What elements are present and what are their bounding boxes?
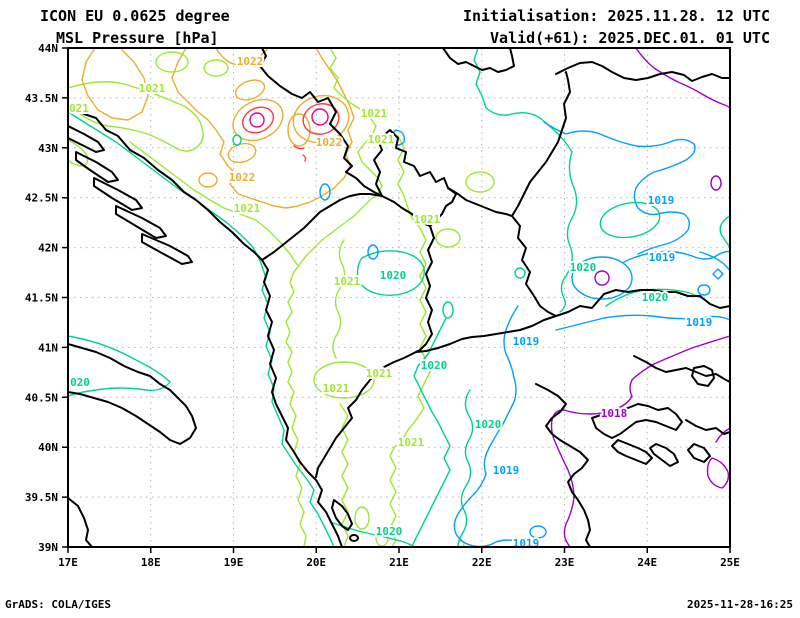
contour-label: 1019: [686, 316, 713, 329]
contour-label: 1021: [368, 133, 395, 146]
contour-label: 1019: [513, 537, 540, 550]
border-greece-bulgaria: [555, 289, 730, 317]
contour-label: 1020: [642, 291, 669, 304]
lat-tick-label: 42N: [38, 242, 58, 255]
contour-label: 1019: [493, 464, 520, 477]
border-montenegro-serbia: [345, 171, 383, 197]
contour-label: 1021: [398, 436, 425, 449]
contours-1022: [81, 48, 355, 209]
border-albania-macedonia: [415, 225, 435, 353]
coastline-chalkidiki-2: [611, 439, 653, 465]
island-small: [349, 534, 359, 542]
lat-tick-label: 40.5N: [25, 391, 58, 404]
border-montenegro-albania: [261, 193, 383, 261]
contour-label: 1020: [570, 261, 597, 274]
contour-label: 1019: [648, 194, 675, 207]
axis-ticks: [62, 47, 731, 553]
valid-time-label: Valid(+61): 2025.DEC.01. 01 UTC: [490, 29, 770, 47]
lon-tick-label: 21E: [389, 556, 409, 569]
lat-axis-labels: 44N 43.5N 43N 42.5N 42N 41.5N 41N 40.5N …: [25, 42, 58, 554]
lon-tick-label: 23E: [555, 556, 575, 569]
lon-tick-label: 24E: [637, 556, 657, 569]
lake-volvi: [691, 365, 715, 387]
contours-1021: [68, 48, 495, 547]
contour-label: 020: [70, 376, 90, 389]
border-macedonia-greece: [415, 315, 557, 353]
grads-credit: GrADS: COLA/IGES: [5, 598, 111, 611]
contour-label: 1020: [475, 418, 502, 431]
border-macedonia-bulgaria: [511, 215, 557, 317]
contours-1024: [249, 108, 329, 128]
lon-tick-label: 25E: [720, 556, 740, 569]
contour-label: 1021: [361, 107, 388, 120]
lon-tick-label: 19E: [224, 556, 244, 569]
contour-label: 1022: [316, 136, 343, 149]
lat-tick-label: 40N: [38, 441, 58, 454]
coastline-chalkidiki-3: [649, 443, 679, 467]
contour-label: 1021: [234, 202, 261, 215]
contour-label: 1021: [139, 82, 166, 95]
model-title: ICON EU 0.0625 degree: [40, 7, 230, 25]
grid-lines: [68, 48, 730, 547]
coastline-adriatic-albania: [68, 103, 343, 547]
coastline-thermaikos: [535, 383, 591, 547]
island-dalmatia-4: [115, 205, 167, 239]
contour-label: 1022: [229, 171, 256, 184]
contour-label: 1021: [366, 367, 393, 380]
border-iron-gates: [442, 48, 515, 73]
lat-tick-label: 41.5N: [25, 292, 58, 305]
contours-1023: [241, 103, 340, 162]
border-drina: [259, 48, 353, 173]
contour-label: 1021: [323, 382, 350, 395]
contour-label: 1018: [601, 407, 628, 420]
creation-timestamp: 2025-11-28-16:25: [687, 598, 793, 611]
contour-labels: 1022 1021 021 1021 1021 1022 1022 1021 1…: [68, 53, 714, 550]
border-kosovo: [373, 129, 457, 227]
lon-tick-label: 17E: [58, 556, 78, 569]
contour-label: 1019: [649, 251, 676, 264]
island-dalmatia-2: [75, 151, 119, 183]
island-dalmatia-3: [93, 177, 143, 211]
border-serbia-east: [447, 71, 571, 217]
lat-tick-label: 43N: [38, 142, 58, 155]
contour-label: 1020: [380, 269, 407, 282]
coastline-calabria: [68, 497, 93, 547]
lat-tick-label: 43.5N: [25, 92, 58, 105]
contours-1019: [319, 121, 730, 547]
contour-label: 1020: [376, 525, 403, 538]
lon-tick-label: 18E: [141, 556, 161, 569]
init-time-label: Initialisation: 2025.11.28. 12 UTC: [463, 7, 770, 25]
island-dalmatia-5: [141, 233, 193, 265]
coastline-italy-heel: [68, 343, 197, 445]
lat-tick-label: 44N: [38, 42, 58, 55]
border-danube: [555, 61, 730, 82]
contour-label: 1020: [421, 359, 448, 372]
coastlines-borders: [68, 48, 730, 547]
lat-tick-label: 41N: [38, 341, 58, 354]
lon-tick-label: 20E: [306, 556, 326, 569]
contour-label: 1021: [414, 213, 441, 226]
lat-tick-label: 39.5N: [25, 491, 58, 504]
contour-label: 1019: [513, 335, 540, 348]
coastline-aegean-north: [633, 355, 730, 383]
contour-label: 021: [69, 102, 89, 115]
island-aegean: [687, 443, 711, 463]
coastline-chalkidiki-1: [591, 403, 683, 439]
contour-label: 1022: [237, 55, 264, 68]
contour-label: 1021: [334, 275, 361, 288]
lat-tick-label: 42.5N: [25, 192, 58, 205]
island-dalmatia-1: [68, 125, 105, 153]
lon-tick-label: 22E: [472, 556, 492, 569]
lat-tick-label: 39N: [38, 541, 58, 554]
island-corfu: [331, 499, 353, 531]
lon-axis-labels: 17E 18E 19E 20E 21E 22E 23E 24E 25E: [58, 556, 740, 569]
border-albania-greece: [315, 351, 417, 478]
parameter-title: MSL Pressure [hPa]: [56, 29, 219, 47]
coastline-east-bits: [685, 419, 730, 435]
